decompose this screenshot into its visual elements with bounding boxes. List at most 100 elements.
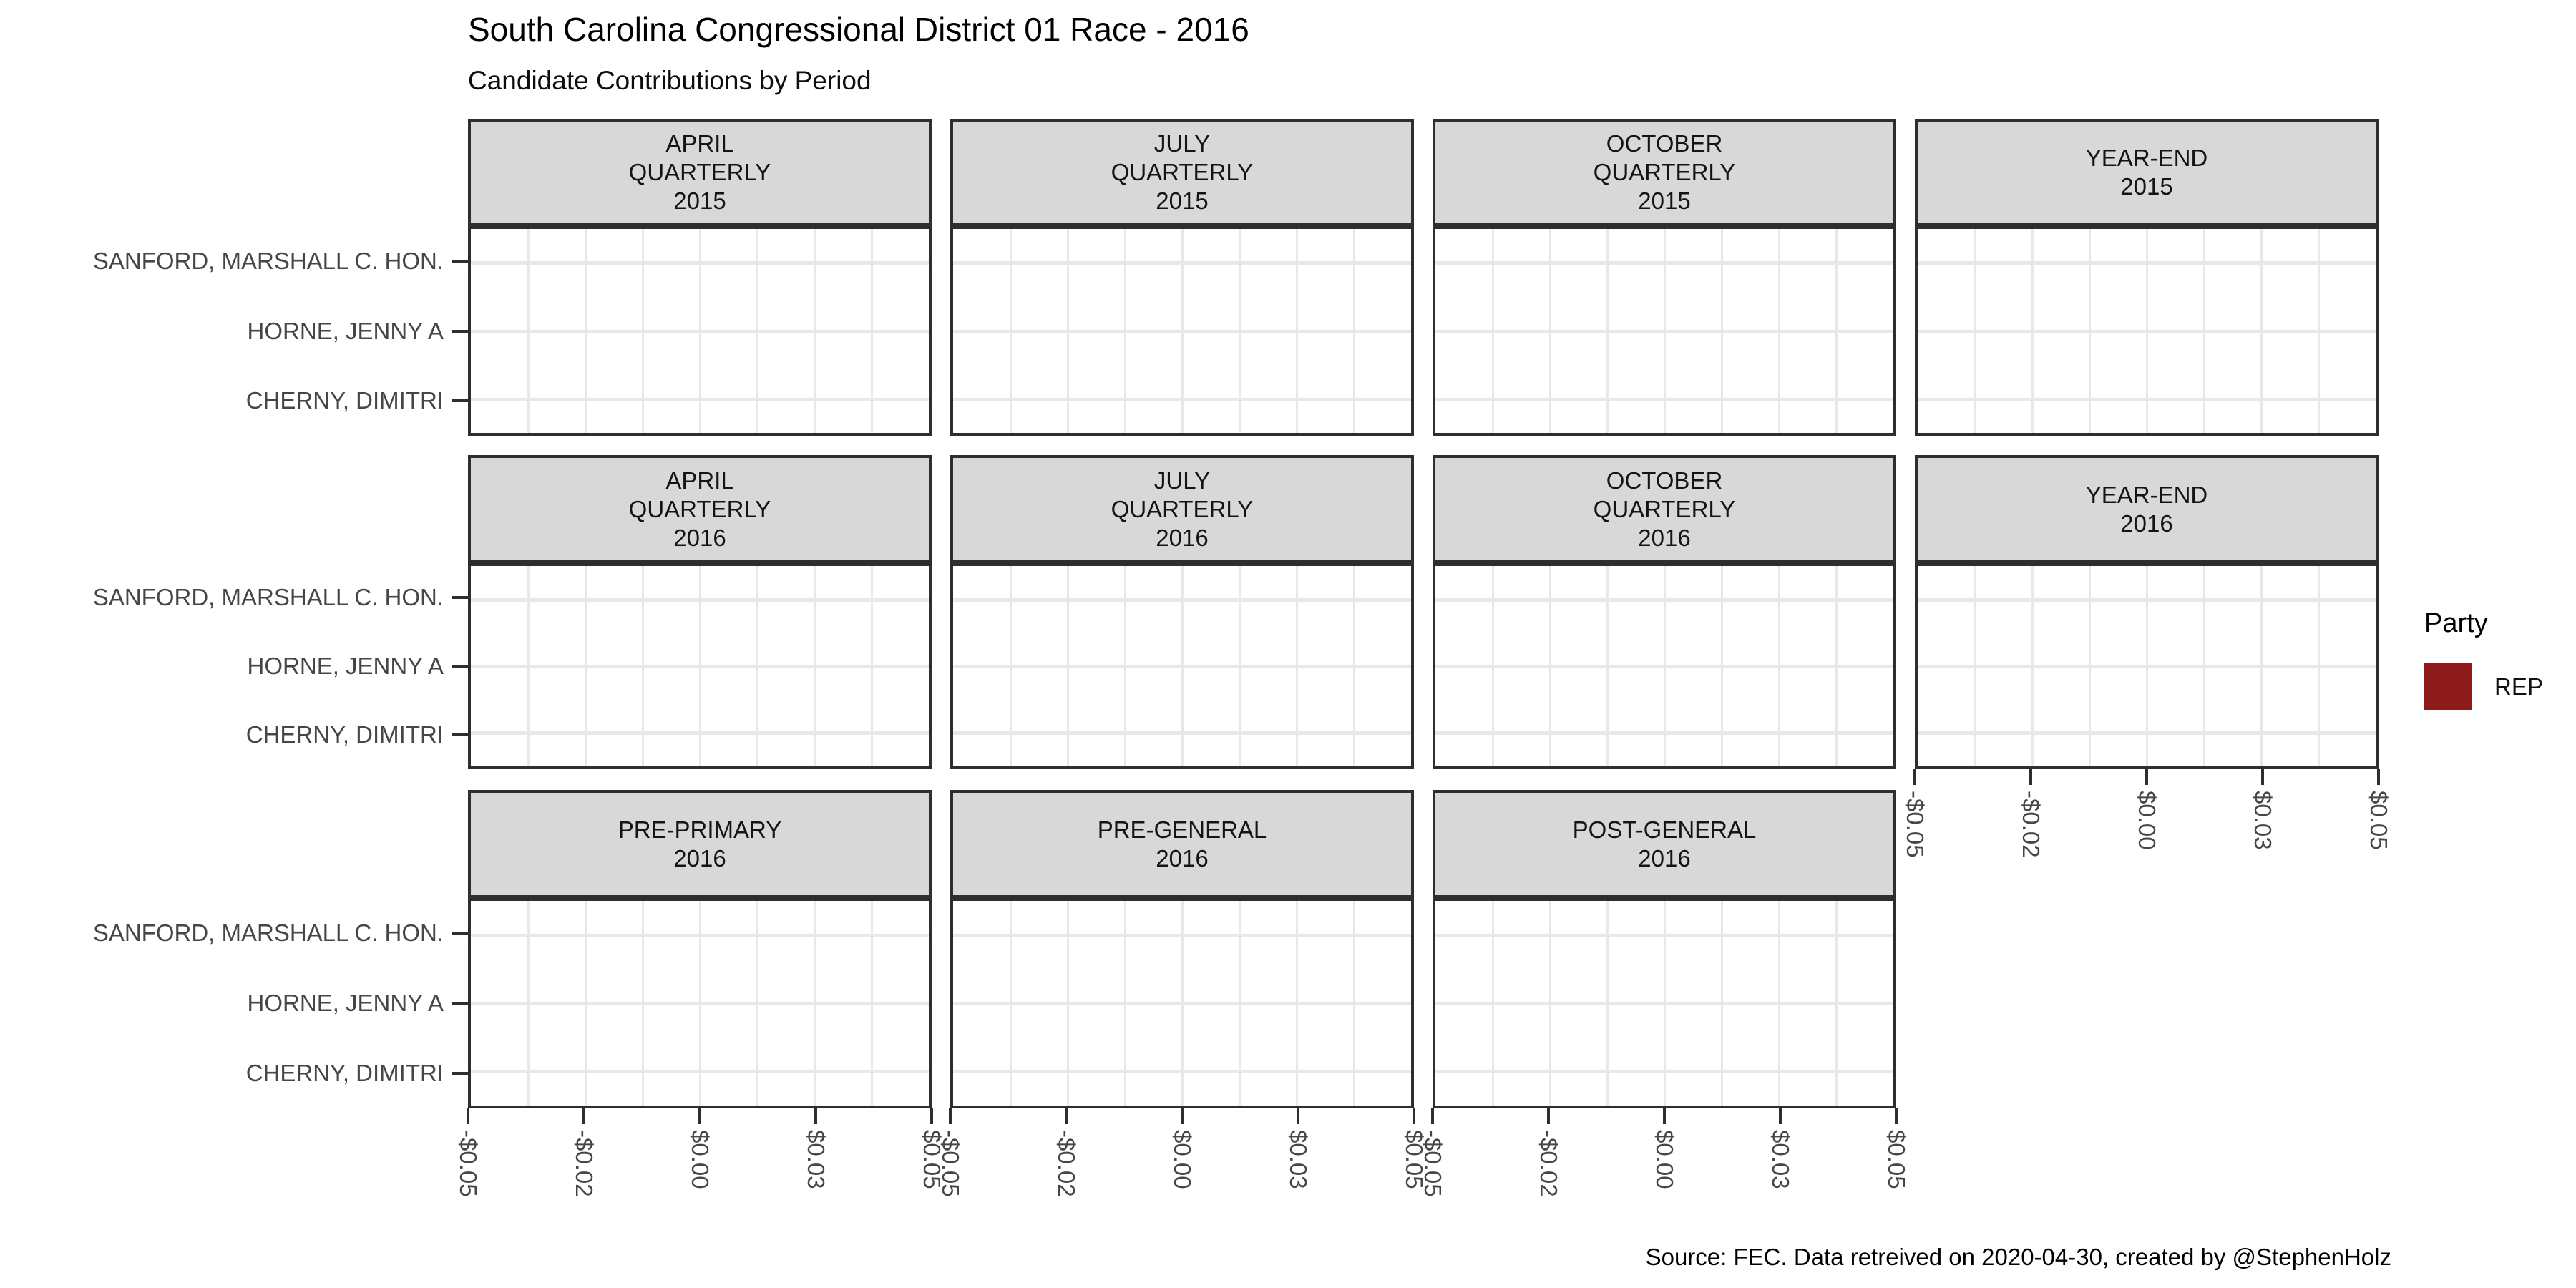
facet-strip-text: QUARTERLY — [1111, 159, 1254, 185]
gridline-horizontal — [471, 397, 929, 401]
legend-swatch-rep — [2424, 663, 2472, 710]
x-axis-tick — [1431, 1108, 1434, 1124]
gridline-horizontal — [471, 261, 929, 265]
x-axis-tick — [2377, 769, 2380, 785]
facet-strip-text: POST-GENERAL — [1572, 816, 1757, 843]
gridline-horizontal — [471, 933, 929, 937]
facet-strip-text: QUARTERLY — [628, 159, 771, 185]
x-axis-tick — [1297, 1108, 1299, 1124]
facet-strip: JULY QUARTERLY 2015 — [950, 119, 1414, 226]
facet-strip: YEAR-END 2015 — [1915, 119, 2379, 226]
gridline-horizontal — [953, 933, 1411, 937]
chart-subtitle: Candidate Contributions by Period — [468, 66, 872, 95]
x-axis-tick-label: -$0.05 — [1902, 791, 1928, 858]
x-axis-tick-label: $0.00 — [687, 1130, 713, 1189]
x-axis-tick — [1913, 769, 1916, 785]
chart-caption: Source: FEC. Data retreived on 2020-04-3… — [1645, 1244, 2391, 1270]
facet-strip: PRE-GENERAL 2016 — [950, 790, 1414, 898]
facet-strip-text: 2015 — [1156, 187, 1209, 214]
gridline-horizontal — [953, 1070, 1411, 1074]
gridline-horizontal — [953, 1002, 1411, 1005]
x-axis-tick-label: -$0.02 — [2018, 791, 2044, 858]
y-axis-tick — [452, 259, 468, 263]
facet-strip: PRE-PRIMARY 2016 — [468, 790, 932, 898]
facet-strip-text: 2015 — [673, 187, 726, 214]
y-axis-label: CHERNY, DIMITRI — [245, 721, 444, 748]
facet-strip-text: QUARTERLY — [1593, 159, 1736, 185]
gridline-horizontal — [471, 329, 929, 333]
gridline-horizontal — [1435, 731, 1893, 736]
x-axis-tick — [467, 1108, 469, 1124]
x-axis-tick — [1413, 1108, 1415, 1124]
gridline-horizontal — [471, 1002, 929, 1005]
legend-title: Party — [2424, 608, 2488, 638]
facet-strip-text: YEAR-END — [2085, 481, 2208, 508]
x-axis-tick-label: $0.00 — [2134, 791, 2160, 850]
y-axis-label: HORNE, JENNY A — [247, 653, 444, 679]
facet-strip-text: 2015 — [1638, 187, 1691, 214]
y-axis-tick — [452, 1002, 468, 1005]
y-axis-label: SANFORD, MARSHALL C. HON. — [92, 584, 444, 610]
y-axis-tick — [452, 399, 468, 403]
facet-panel — [468, 563, 932, 769]
x-axis-tick — [582, 1108, 585, 1124]
facet-panel — [950, 898, 1414, 1108]
facet-panel — [1433, 563, 1896, 769]
chart-title: South Carolina Congressional District 01… — [468, 11, 1249, 48]
gridline-horizontal — [471, 665, 929, 668]
gridline-horizontal — [1435, 1002, 1893, 1005]
facet-strip-text: APRIL — [665, 130, 734, 157]
facet-strip-text: OCTOBER — [1606, 467, 1723, 494]
x-axis-tick — [1547, 1108, 1550, 1124]
x-axis-tick-label: $0.05 — [1401, 1130, 1428, 1189]
facet-strip-text: 2016 — [1638, 844, 1691, 872]
x-axis-tick — [814, 1108, 817, 1124]
gridline-horizontal — [1435, 261, 1893, 265]
gridline-horizontal — [1918, 665, 2376, 668]
gridline-horizontal — [1435, 397, 1893, 401]
x-axis-tick-label: -$0.02 — [1536, 1130, 1562, 1197]
facet-strip-text: PRE-GENERAL — [1097, 816, 1267, 843]
y-axis-tick — [452, 665, 468, 668]
facet-strip: OCTOBER QUARTERLY 2015 — [1433, 119, 1896, 226]
gridline-horizontal — [1435, 329, 1893, 333]
y-axis-label: SANFORD, MARSHALL C. HON. — [92, 247, 444, 274]
facet-strip: YEAR-END 2016 — [1915, 455, 2379, 563]
x-axis-tick-label: $0.00 — [1169, 1130, 1196, 1189]
x-axis-tick-label: $0.05 — [1883, 1130, 1910, 1189]
x-axis-tick — [2029, 769, 2032, 785]
x-axis-tick — [698, 1108, 701, 1124]
gridline-horizontal — [1435, 1070, 1893, 1074]
gridline-horizontal — [1918, 731, 2376, 736]
gridline-horizontal — [1918, 397, 2376, 401]
facet-strip: OCTOBER QUARTERLY 2016 — [1433, 455, 1896, 563]
facet-panel — [468, 898, 932, 1108]
y-axis-tick — [452, 733, 468, 736]
facet-strip: APRIL QUARTERLY 2016 — [468, 455, 932, 563]
x-axis-tick-label: -$0.05 — [937, 1130, 964, 1197]
y-axis-label: CHERNY, DIMITRI — [245, 1060, 444, 1086]
facet-strip-text: QUARTERLY — [628, 495, 771, 522]
x-axis-tick — [1895, 1108, 1898, 1124]
gridline-horizontal — [953, 731, 1411, 736]
x-axis-tick-label: $0.03 — [2250, 791, 2276, 850]
x-axis-tick — [1181, 1108, 1184, 1124]
y-axis-tick — [452, 329, 468, 333]
y-axis-tick — [452, 1072, 468, 1075]
facet-panel — [950, 226, 1414, 436]
x-axis-tick — [2145, 769, 2148, 785]
gridline-horizontal — [1918, 261, 2376, 265]
facet-strip: JULY QUARTERLY 2016 — [950, 455, 1414, 563]
facet-strip: POST-GENERAL 2016 — [1433, 790, 1896, 898]
x-axis-tick-label: -$0.05 — [1420, 1130, 1446, 1197]
facet-strip-text: 2016 — [673, 524, 726, 551]
facet-strip-text: PRE-PRIMARY — [618, 816, 782, 843]
x-axis-tick-label: -$0.02 — [571, 1130, 597, 1197]
y-axis-tick — [452, 596, 468, 599]
y-axis-label: CHERNY, DIMITRI — [245, 387, 444, 414]
facet-panel — [950, 563, 1414, 769]
x-axis-tick — [949, 1108, 952, 1124]
y-axis-label: SANFORD, MARSHALL C. HON. — [92, 919, 444, 946]
gridline-horizontal — [1918, 597, 2376, 602]
y-axis-label: HORNE, JENNY A — [247, 317, 444, 344]
